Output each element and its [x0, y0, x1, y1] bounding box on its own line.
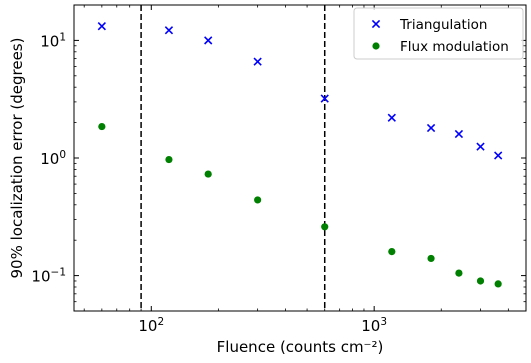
x-tick-labels: 102 103	[138, 316, 387, 335]
marker-stroke	[387, 113, 396, 122]
flux-modulation-point	[165, 155, 173, 164]
marker-stroke	[97, 22, 107, 31]
data-markers	[97, 22, 503, 288]
marker-stroke	[204, 36, 213, 45]
flux-modulation-point	[455, 269, 463, 277]
x-tick-label: 103	[361, 316, 387, 335]
marker-stroke	[253, 57, 262, 66]
triangulation-point	[454, 129, 464, 139]
legend-label-flux-modulation: Flux modulation	[400, 39, 509, 55]
y-axis-label: 90% localization error (degrees)	[8, 38, 26, 279]
plot-frame	[73, 4, 527, 312]
y-tick-labels: 10−1 100 101	[31, 31, 66, 285]
triangulation-point	[97, 22, 107, 31]
legend: Triangulation Flux modulation	[353, 7, 524, 60]
x-axis-label: Fluence (counts cm⁻²)	[217, 338, 384, 356]
flux-modulation-point	[321, 223, 329, 231]
vertical-lines	[140, 5, 326, 311]
flux-modulation-point	[494, 280, 502, 288]
flux-modulation-point	[476, 277, 485, 285]
flux-modulation-point	[388, 247, 396, 256]
y-tick-label: 10−1	[31, 267, 66, 286]
marker-stroke	[493, 151, 503, 160]
marker-stroke	[476, 142, 485, 151]
marker-stroke	[371, 19, 381, 29]
triangulation-point	[320, 94, 329, 103]
marker-stroke	[454, 129, 464, 139]
legend-marker-flux-modulation	[372, 42, 380, 50]
triangulation-point	[476, 142, 485, 151]
flux-modulation-point	[204, 170, 212, 178]
legend-entries: Triangulation Flux modulation	[371, 17, 509, 55]
legend-marker-triangulation	[371, 19, 381, 29]
flux-modulation-point	[427, 254, 435, 263]
flux-modulation-point	[254, 196, 262, 204]
legend-frame	[353, 7, 524, 60]
triangulation-point	[493, 151, 503, 160]
y-tick-label: 101	[40, 31, 66, 50]
marker-stroke	[320, 94, 329, 103]
marker-stroke	[426, 123, 436, 133]
legend-label-triangulation: Triangulation	[399, 17, 487, 33]
marker-stroke	[164, 26, 174, 35]
triangulation-point	[253, 57, 262, 66]
flux-modulation-point	[98, 122, 106, 131]
triangulation-point	[387, 113, 396, 122]
triangulation-point	[426, 123, 436, 133]
triangulation-point	[204, 36, 213, 45]
x-tick-label: 102	[138, 316, 164, 335]
y-tick-label: 100	[40, 149, 66, 168]
triangulation-point	[164, 26, 174, 35]
